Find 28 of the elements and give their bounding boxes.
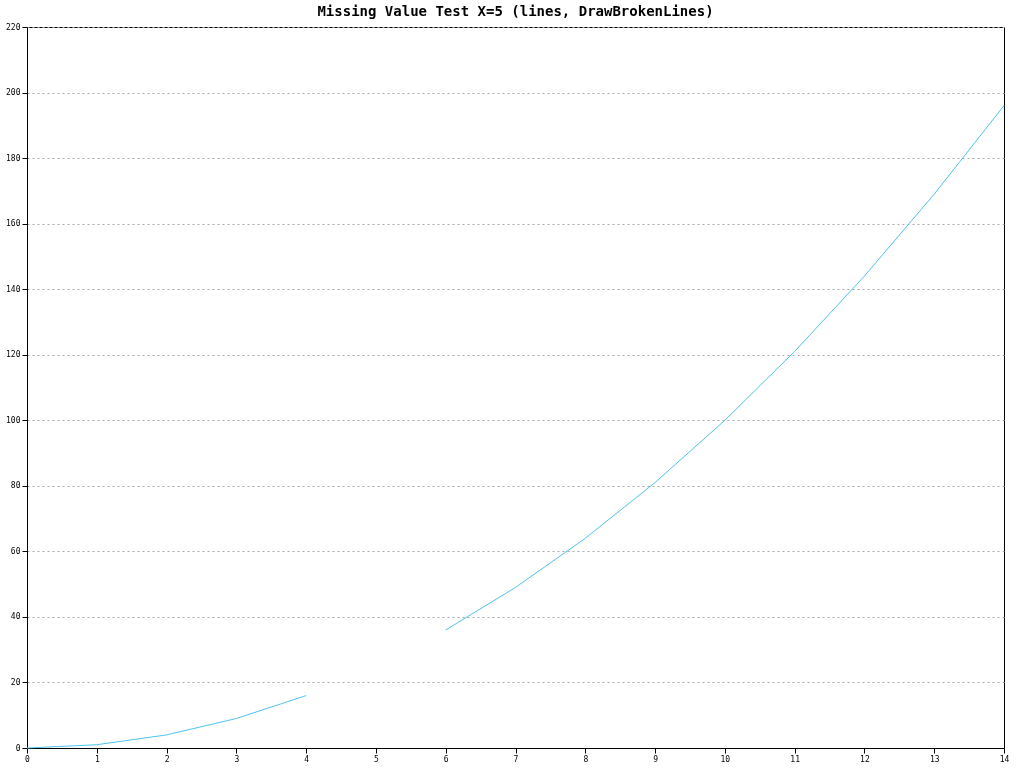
x-tick-label: 12 <box>860 754 870 764</box>
x-tick-label: 6 <box>443 754 449 764</box>
y-tick-label: 40 <box>10 612 21 622</box>
y-tick-label: 140 <box>6 284 21 294</box>
y-tick-label: 120 <box>6 350 21 360</box>
x-tick-label: 9 <box>653 754 659 764</box>
x-tick-label: 8 <box>583 754 589 764</box>
x-tick-label: 11 <box>790 754 801 764</box>
y-tick-label: 220 <box>6 22 21 32</box>
y-tick-label: 100 <box>6 415 21 425</box>
y-tick-label: 180 <box>6 153 21 163</box>
x-tick-label: 13 <box>929 754 940 764</box>
x-tick-label: 0 <box>25 754 31 764</box>
x-tick-label: 5 <box>374 754 380 764</box>
y-tick-label: 80 <box>10 481 21 491</box>
chart-title: Missing Value Test X=5 (lines, DrawBrokenLines) <box>317 3 714 19</box>
y-tick-label: 60 <box>10 546 21 556</box>
x-tick-label: 1 <box>94 754 100 764</box>
x-tick-label: 3 <box>234 754 240 764</box>
y-tick-label: 200 <box>6 88 21 98</box>
y-tick-label: 20 <box>10 677 21 687</box>
x-tick-label: 7 <box>513 754 519 764</box>
x-tick-label: 10 <box>720 754 731 764</box>
y-tick-label: 160 <box>6 219 21 229</box>
x-tick-label: 2 <box>164 754 170 764</box>
x-tick-label: 14 <box>999 754 1010 764</box>
x-tick-label: 4 <box>304 754 310 764</box>
y-tick-label: 0 <box>15 743 21 753</box>
